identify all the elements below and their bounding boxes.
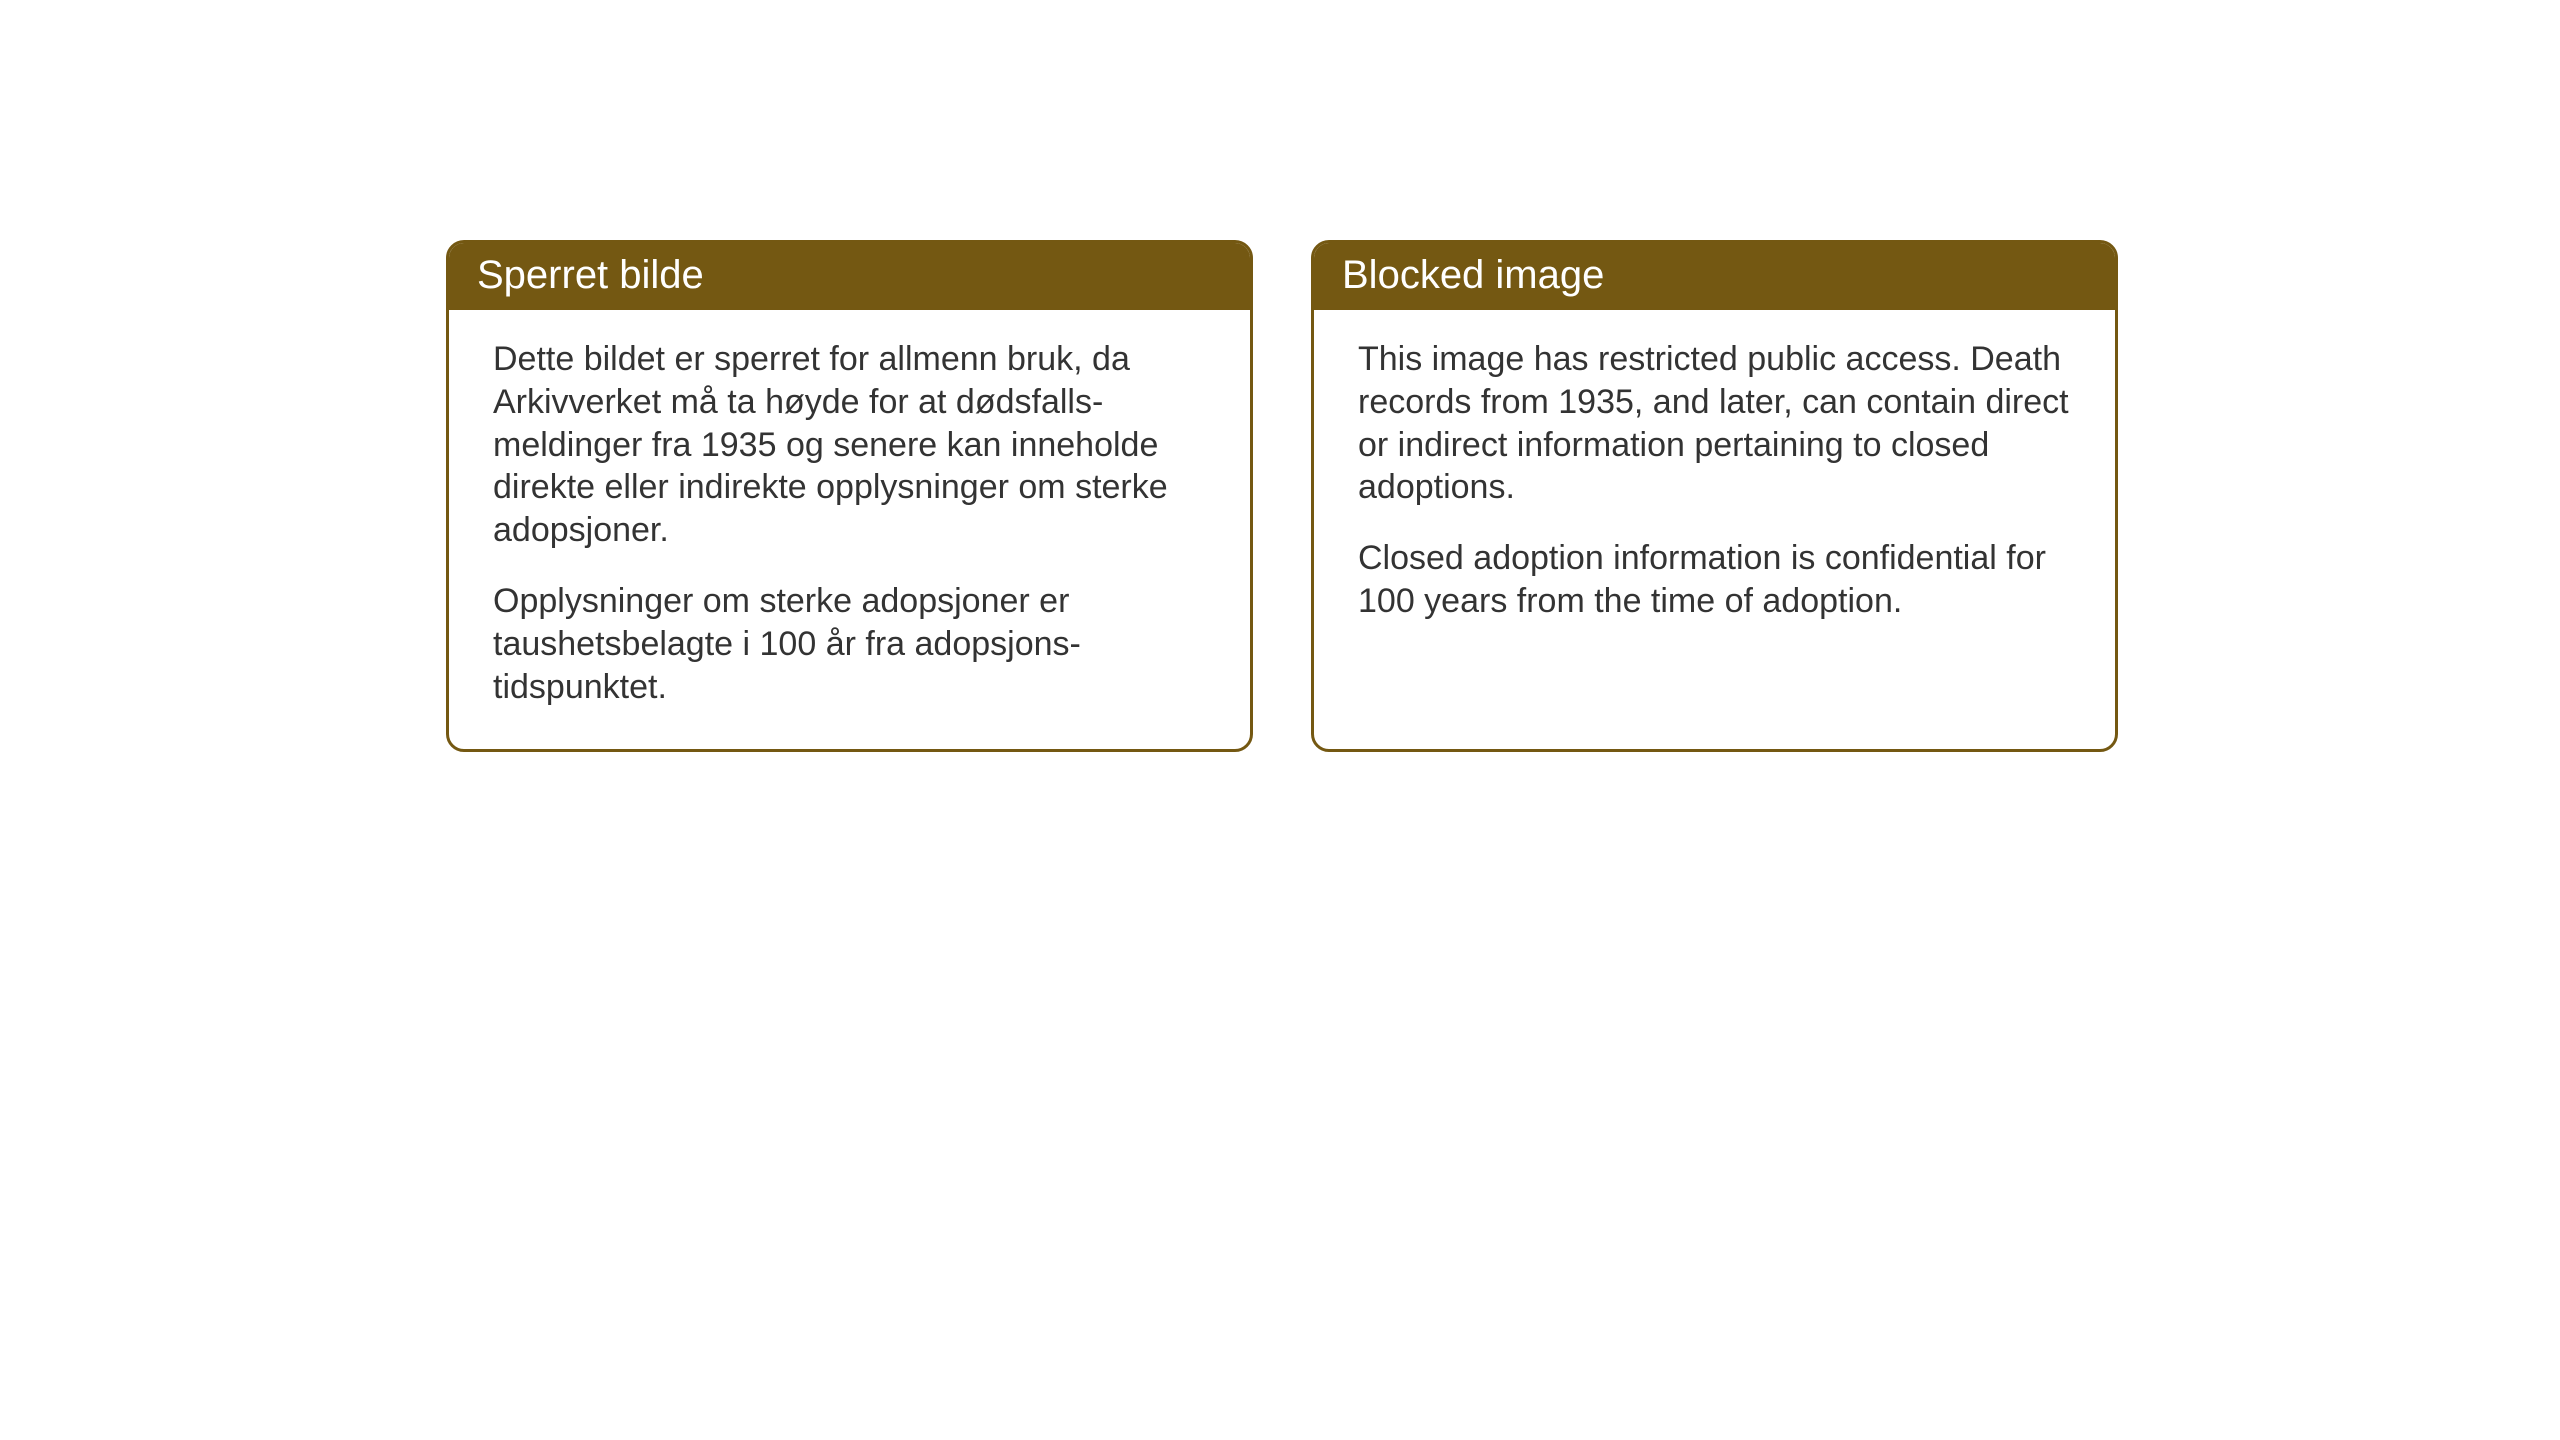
card-header-english: Blocked image — [1314, 243, 2115, 310]
card-body-norwegian: Dette bildet er sperret for allmenn bruk… — [449, 310, 1250, 749]
card-body-english: This image has restricted public access.… — [1314, 310, 2115, 663]
notice-paragraph-2-english: Closed adoption information is confident… — [1358, 537, 2071, 623]
notice-card-english: Blocked image This image has restricted … — [1311, 240, 2118, 752]
card-header-norwegian: Sperret bilde — [449, 243, 1250, 310]
notice-paragraph-2-norwegian: Opplysninger om sterke adopsjoner er tau… — [493, 580, 1206, 708]
notice-card-norwegian: Sperret bilde Dette bildet er sperret fo… — [446, 240, 1253, 752]
notice-paragraph-1-norwegian: Dette bildet er sperret for allmenn bruk… — [493, 338, 1206, 552]
notice-paragraph-1-english: This image has restricted public access.… — [1358, 338, 2071, 509]
notice-cards-container: Sperret bilde Dette bildet er sperret fo… — [446, 240, 2118, 752]
